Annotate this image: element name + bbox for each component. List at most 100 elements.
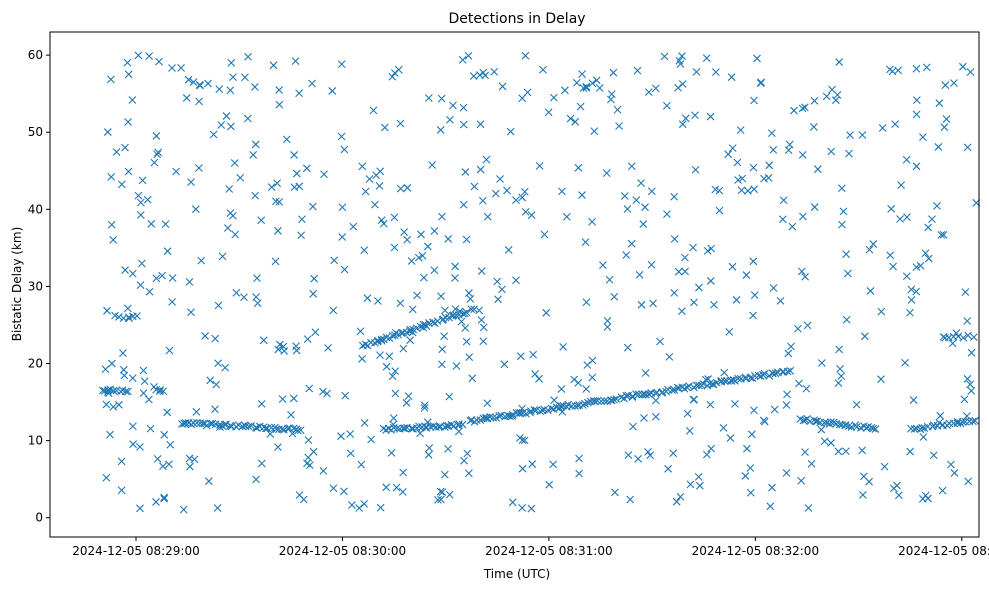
clutter-point (187, 178, 195, 187)
clutter-point (912, 96, 921, 105)
track-point (121, 387, 130, 396)
track-point (447, 420, 456, 429)
clutter-point (578, 191, 586, 199)
clutter-point (194, 164, 203, 172)
clutter-point (403, 235, 412, 244)
clutter-point (221, 363, 230, 372)
clutter-point (834, 447, 843, 456)
clutter-point (163, 247, 172, 256)
clutter-point (305, 384, 314, 393)
clutter-point (319, 387, 327, 396)
clutter-point (117, 486, 126, 495)
clutter-point (842, 447, 850, 456)
clutter-point (274, 443, 282, 452)
track-point (642, 390, 650, 399)
clutter-point (134, 51, 143, 60)
clutter-point (562, 212, 571, 221)
clutter-point (103, 306, 111, 315)
clutter-point (446, 115, 454, 124)
clutter-point (396, 119, 405, 128)
clutter-point (670, 235, 679, 243)
clutter-point (387, 448, 396, 457)
x-tick-label: 2024-12-05 08:29:00 (72, 544, 199, 558)
clutter-point (506, 127, 515, 136)
clutter-point (651, 84, 660, 93)
clutter-point (635, 270, 644, 279)
clutter-point (817, 425, 826, 434)
clutter-point (160, 494, 169, 503)
clutter-point (107, 220, 116, 229)
clutter-point (371, 200, 379, 209)
clutter-point (185, 277, 194, 286)
clutter-point (651, 396, 660, 405)
clutter-point (389, 414, 398, 423)
clutter-point (458, 55, 467, 64)
clutter-point (360, 419, 369, 427)
clutter-point (963, 374, 972, 383)
clutter-point (902, 155, 911, 164)
clutter-point (338, 233, 347, 241)
clutter-point (889, 262, 897, 271)
clutter-point (831, 96, 840, 105)
clutter-point (798, 212, 807, 221)
clutter-point (160, 493, 169, 502)
clutter-point (670, 192, 679, 201)
clutter-point (399, 344, 408, 353)
track-point (680, 384, 689, 393)
clutter-point (243, 114, 252, 123)
clutter-point (382, 483, 391, 492)
clutter-point (895, 491, 903, 500)
track-point (771, 369, 780, 378)
clutter-point (128, 96, 137, 104)
y-tick-label: 0 (35, 511, 43, 525)
clutter-point (214, 301, 223, 310)
clutter-point (462, 235, 471, 244)
clutter-point (607, 90, 616, 99)
clutter-point (437, 292, 445, 301)
clutter-point (833, 90, 842, 99)
clutter-point (459, 103, 468, 112)
clutter-point (527, 211, 536, 220)
clutter-point (527, 504, 536, 513)
clutter-point (184, 75, 193, 84)
clutter-point (690, 298, 698, 307)
clutter-point (319, 467, 328, 475)
clutter-point (290, 183, 299, 192)
clutter-point (417, 230, 425, 239)
track-point (668, 386, 676, 394)
clutter-point (252, 475, 260, 484)
clutter-point (251, 83, 259, 91)
clutter-point (292, 342, 300, 351)
clutter-point (337, 60, 346, 68)
clutter-point (516, 352, 525, 361)
clutter-point (807, 459, 816, 468)
x-tick-label: 2024-12-05 08:33:00 (898, 544, 989, 558)
clutter-point (154, 148, 163, 157)
track-point (199, 419, 207, 428)
clutter-point (408, 305, 417, 314)
clutter-point (493, 277, 502, 286)
clutter-point (109, 403, 118, 411)
clutter-point (231, 230, 240, 239)
clutter-point (557, 385, 566, 393)
clutter-point (216, 423, 224, 431)
clutter-point (121, 143, 129, 152)
clutter-point (726, 434, 735, 442)
track-point (124, 387, 132, 396)
clutter-point (634, 454, 642, 463)
clutter-point (583, 361, 592, 369)
track-point (746, 373, 755, 382)
clutter-point (928, 215, 936, 224)
clutter-point (964, 477, 973, 486)
clutter-point (731, 399, 739, 408)
clutter-point (940, 123, 949, 132)
clutter-point (437, 495, 445, 504)
clutter-point (738, 174, 747, 183)
clutter-point (768, 483, 776, 492)
clutter-point (678, 52, 686, 60)
clutter-point (461, 324, 470, 332)
clutter-point (528, 460, 537, 468)
clutter-point (479, 323, 488, 332)
clutter-point (134, 191, 143, 200)
clutter-point (311, 328, 320, 337)
